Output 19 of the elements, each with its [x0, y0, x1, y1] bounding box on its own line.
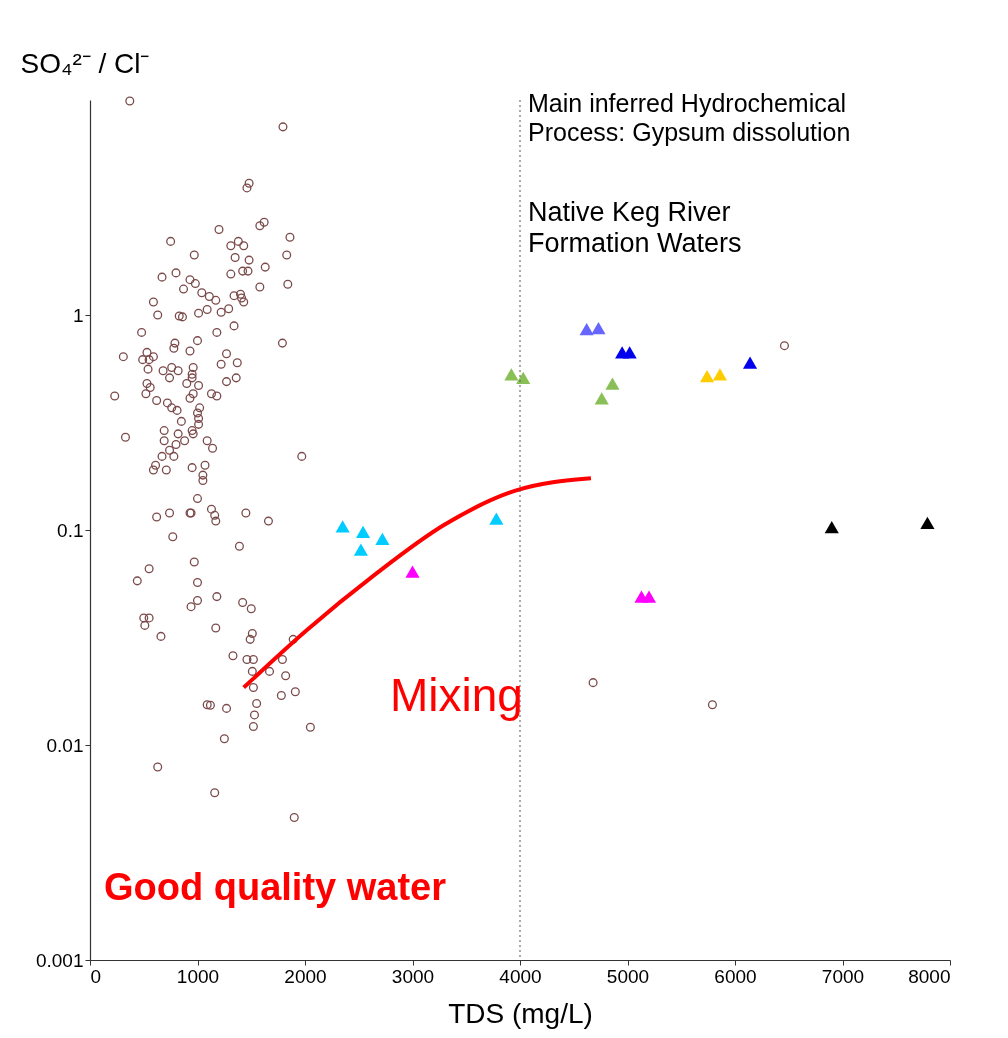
y-tick-label: 0.001 — [35, 949, 84, 971]
y-tick-label: 1 — [72, 304, 84, 326]
x-axis-title: TDS (mg/L) — [448, 997, 593, 1029]
annotation: Main inferred Hydrochemical Process: Gypsum dissolution — [528, 89, 851, 146]
x-tick-label: 5000 — [606, 965, 650, 987]
annotation: Mixing — [390, 669, 523, 721]
y-tick-label: 0.1 — [57, 519, 84, 541]
x-tick-label: 7000 — [821, 965, 865, 987]
x-tick-label: 1000 — [176, 965, 220, 987]
x-tick-label: 3000 — [391, 965, 435, 987]
x-tick-label: 0 — [90, 965, 102, 987]
x-tick-label: 8000 — [908, 965, 951, 987]
x-tick-label: 6000 — [714, 965, 757, 987]
x-tick-label: 2000 — [284, 965, 327, 987]
annotation: Good quality water — [104, 866, 447, 908]
y-axis-title: SO₄²⁻ / Cl⁻ — [20, 47, 150, 79]
y-tick-label: 0.01 — [46, 734, 84, 756]
x-tick-label: 4000 — [499, 965, 542, 987]
annotation: Native Keg River Formation Waters — [528, 197, 742, 259]
